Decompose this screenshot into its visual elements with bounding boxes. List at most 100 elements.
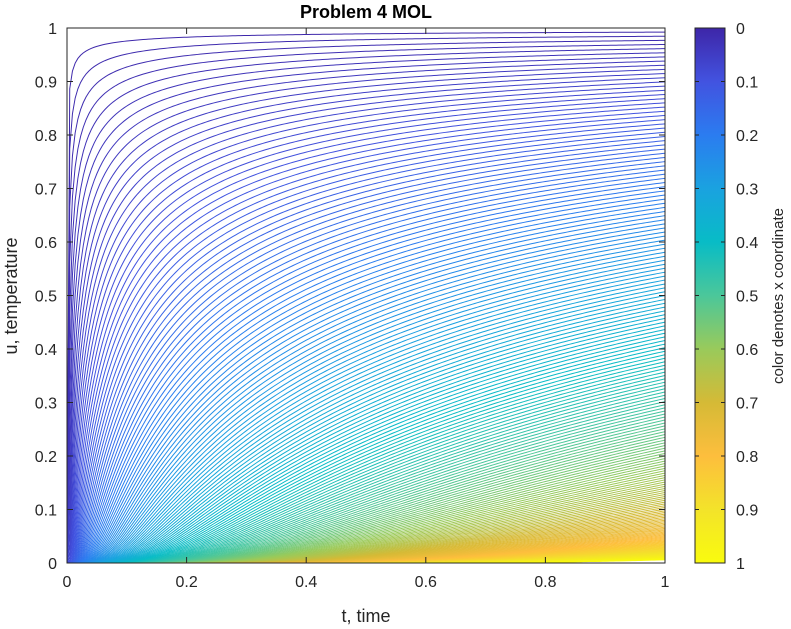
temperature-curve [67,492,665,563]
temperature-curve [67,251,665,563]
colorbar-tick-label: 0.4 [736,235,758,252]
temperature-curve [67,131,665,563]
temperature-curve [67,144,665,563]
temperature-curve [67,474,665,563]
temperature-curve [67,317,665,563]
y-tick-label: 0 [48,556,57,573]
temperature-curve [67,559,665,563]
temperature-curve [67,148,665,563]
temperature-curve [67,127,665,563]
temperature-curve [67,371,665,563]
temperature-curve [67,306,665,563]
temperature-curve [67,279,665,563]
temperature-curve [67,190,665,563]
temperature-curve [67,68,665,563]
temperature-curve [67,479,665,563]
temperature-curve [67,354,665,563]
temperature-curve [67,43,665,563]
temperature-curve [67,263,665,563]
temperature-curve [67,35,665,563]
temperature-curve [67,378,665,563]
temperature-curve [67,89,665,563]
temperature-curve [67,255,665,563]
temperature-curve [67,343,665,563]
temperature-curve [67,501,665,563]
temperature-curve [67,231,665,563]
temperature-curve [67,48,665,563]
temperature-curve [67,267,665,563]
temperature-curve [67,494,665,563]
plot-area [67,28,665,563]
x-tick-label: 0.2 [175,574,197,591]
x-tick-label: 0.4 [295,574,317,591]
temperature-curve [67,506,665,563]
colorbar-tick-label: 1 [736,556,745,573]
temperature-curve [67,350,665,563]
temperature-curve [67,375,665,563]
temperature-curve [67,182,665,563]
temperature-curve [67,499,665,563]
temperature-curve [67,227,665,563]
colorbar-tick-label: 0.6 [736,342,758,359]
temperature-curve [67,287,665,563]
temperature-curve [67,487,665,563]
temperature-curve [67,52,665,563]
temperature-curve [67,114,665,563]
colorbar-tick-label: 0.7 [736,396,758,413]
colorbar-tick-label: 0.2 [736,128,758,145]
temperature-curve [67,332,665,563]
temperature-curve [67,211,665,563]
x-tick-label: 0.8 [534,574,556,591]
x-tick-label: 0.6 [415,574,437,591]
temperature-curve [67,239,665,563]
temperature-curve [67,140,665,563]
colorbar-tick-label: 0.5 [736,289,758,306]
temperature-curve [67,119,665,563]
temperature-curve [67,77,665,563]
temperature-curve [67,298,665,563]
colorbar-tick-label: 0.1 [736,75,758,92]
temperature-curve [67,64,665,563]
temperature-curve [67,481,665,563]
temperature-curve [67,485,665,563]
temperature-curve [67,283,665,563]
colorbar-ticks: 0 0.1 0.2 0.3 0.4 0.5 0.6 0.7 0.8 0.9 1 [695,21,758,573]
temperature-curve [67,483,665,563]
temperature-curve [67,472,665,563]
temperature-curve [67,219,665,563]
temperature-curve [67,206,665,563]
temperature-curve [67,85,665,563]
temperature-curve [67,60,665,563]
temperature-curve [67,291,665,563]
temperature-curve [67,503,665,563]
y-tick-label: 1 [48,21,57,38]
temperature-curve [67,135,665,563]
temperature-curve [67,73,665,563]
temperature-curve [67,98,665,563]
temperature-curve [67,152,665,563]
y-tick-label: 0.9 [35,75,57,92]
temperature-curve [67,173,665,563]
temperature-curve [67,321,665,563]
temperature-curve [67,202,665,563]
y-tick-label: 0.2 [35,449,57,466]
y-tick-label: 0.6 [35,235,57,252]
temperature-curve [67,156,665,563]
y-tick-label: 0.5 [35,289,57,306]
x-axis-label: t, time [341,606,390,626]
temperature-curve [67,123,665,563]
temperature-curve [67,490,665,563]
temperature-curve [67,329,665,563]
temperature-curve [67,259,665,563]
colorbar-tick-label: 0.9 [736,503,758,520]
temperature-curve [67,495,665,563]
x-tick-label: 1 [661,574,670,591]
temperature-curve [67,177,665,563]
temperature-curve [67,243,665,563]
colorbar [694,27,726,564]
y-tick-label: 0.3 [35,396,57,413]
y-tick-label: 0.7 [35,182,57,199]
y-tick-label: 0.4 [35,342,57,359]
temperature-curve [67,186,665,563]
